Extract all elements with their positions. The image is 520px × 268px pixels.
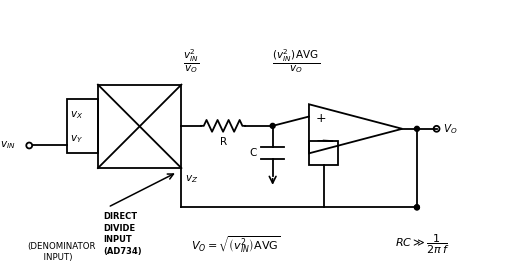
Text: (DENOMINATOR
      INPUT): (DENOMINATOR INPUT) <box>27 242 96 262</box>
Text: $v_{IN}$: $v_{IN}$ <box>0 140 16 151</box>
Circle shape <box>270 123 275 128</box>
Bar <box>309 141 339 165</box>
Circle shape <box>414 205 420 210</box>
Bar <box>98 85 181 168</box>
Text: $-$: $-$ <box>315 133 327 147</box>
Text: DIRECT
DIVIDE
INPUT
(AD734): DIRECT DIVIDE INPUT (AD734) <box>103 212 141 256</box>
Text: $RC \gg \dfrac{1}{2\pi\,f}$: $RC \gg \dfrac{1}{2\pi\,f}$ <box>395 233 449 256</box>
Circle shape <box>414 205 420 210</box>
Text: +: + <box>316 111 326 125</box>
Text: C: C <box>250 148 257 158</box>
Text: R: R <box>219 137 227 147</box>
Text: $V_O$: $V_O$ <box>444 122 458 136</box>
Text: $V_O = \sqrt{\left(v_{IN}^2\right)\mathrm{AVG}}$: $V_O = \sqrt{\left(v_{IN}^2\right)\mathr… <box>190 234 280 255</box>
Text: $v_Z$: $v_Z$ <box>185 173 199 185</box>
Circle shape <box>414 126 420 131</box>
Text: $v_X$: $v_X$ <box>70 109 84 121</box>
Text: $\dfrac{(v_{IN}^2)\,\mathrm{AVG}}{v_O}$: $\dfrac{(v_{IN}^2)\,\mathrm{AVG}}{v_O}$ <box>272 47 320 75</box>
Text: $\dfrac{v_{IN}^2}{v_O}$: $\dfrac{v_{IN}^2}{v_O}$ <box>183 47 199 75</box>
Bar <box>67 99 98 153</box>
Text: $v_Y$: $v_Y$ <box>70 134 84 146</box>
